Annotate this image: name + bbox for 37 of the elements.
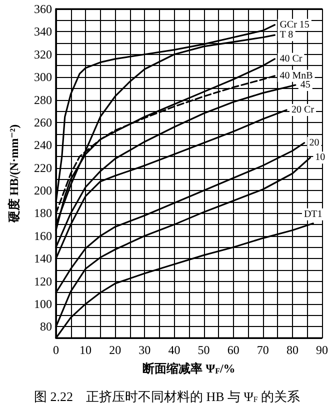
- x-tick-label: 80: [286, 343, 298, 357]
- y-tick-label: 160: [34, 228, 52, 243]
- x-tick-label: 70: [256, 343, 269, 357]
- x-tick-label: 50: [198, 343, 210, 357]
- series-label: T 8: [280, 30, 294, 41]
- series-label: 10: [315, 152, 326, 164]
- x-tick-label: 90: [316, 343, 328, 357]
- series-label: 45: [300, 80, 310, 91]
- y-tick-label: 320: [34, 47, 52, 62]
- y-tick-label: 280: [34, 92, 52, 107]
- y-tick-label: 120: [34, 274, 52, 288]
- y-tick-label: 260: [34, 115, 52, 130]
- y-tick-label: 200: [34, 184, 52, 198]
- series-label: 40 Cr: [280, 53, 303, 64]
- series-label: GCr 15: [280, 19, 310, 30]
- y-axis-title: 硬度 HB/(N·mm⁻²): [7, 124, 21, 224]
- x-tick-label: 0: [53, 343, 59, 357]
- series-label: DT1: [304, 208, 322, 220]
- series-label: 20 Cr: [292, 104, 315, 116]
- x-tick-label: 10: [80, 343, 92, 357]
- y-tick-label: 360: [34, 2, 52, 16]
- y-tick-label: 220: [34, 160, 52, 175]
- x-tick-label: 60: [227, 343, 240, 357]
- x-axis-title: 断面缩减率 ΨF/%: [142, 362, 236, 376]
- series-label: 20: [309, 137, 320, 148]
- x-tick-label: 40: [168, 343, 180, 357]
- text: 图 2.22 正挤压时不同材料的 HB 与 ΨF 的关系: [34, 389, 300, 404]
- y-tick-label: 80: [40, 320, 52, 334]
- y-tick-label: 340: [34, 24, 52, 39]
- y-tick-label: 100: [34, 296, 52, 311]
- y-tick-label: 240: [34, 138, 52, 152]
- x-tick-label: 30: [138, 343, 151, 357]
- series-label: 40 MnB: [280, 70, 314, 82]
- y-tick-label: 140: [34, 252, 52, 266]
- y-tick-label: 180: [34, 206, 52, 220]
- x-tick-label: 20: [109, 343, 122, 357]
- y-tick-label: 300: [34, 70, 52, 84]
